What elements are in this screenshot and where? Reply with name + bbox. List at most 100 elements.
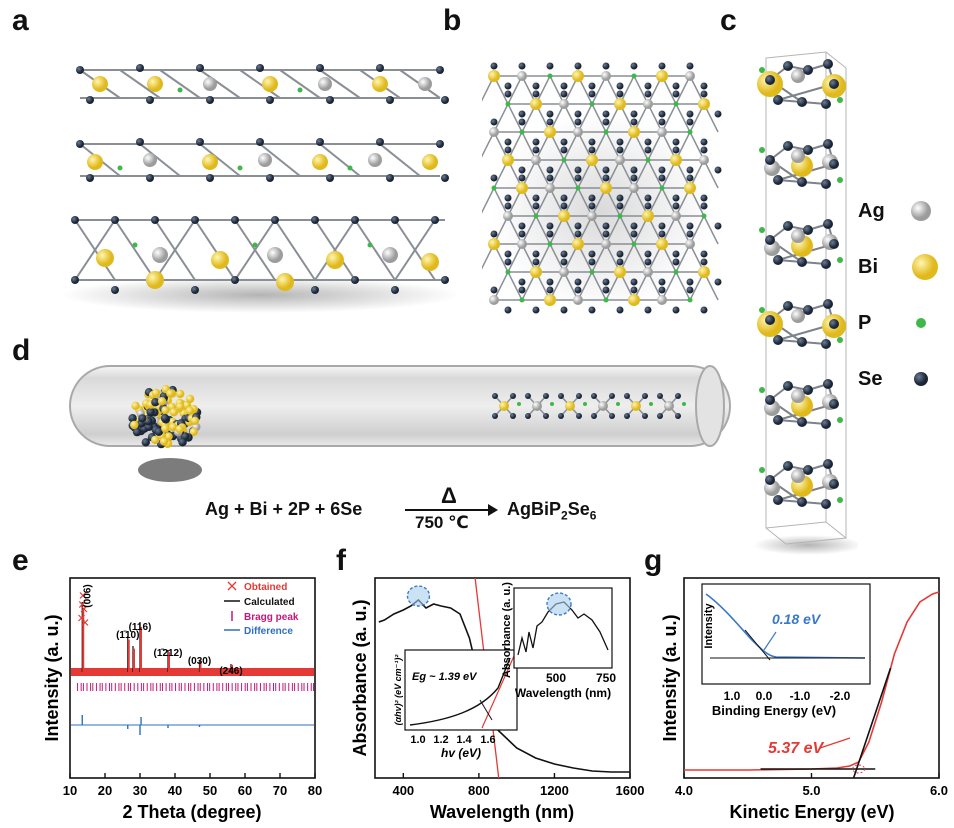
bi-atom: [586, 154, 598, 166]
se-atom: [588, 146, 596, 154]
ag-atom: [685, 71, 695, 81]
p-atom: [575, 185, 581, 191]
lattice-bond: [521, 131, 537, 161]
pellet-atom: [130, 420, 139, 430]
se-atom: [532, 82, 540, 90]
panel-letter-b: b: [443, 4, 462, 37]
pellet-atom: [161, 424, 170, 433]
se-atom: [588, 250, 596, 258]
xrd-peak-label: (246): [219, 666, 242, 677]
legend-label-ag: Ag: [858, 199, 885, 222]
pellet-atom: [166, 389, 175, 398]
product-mid: Se: [567, 499, 590, 519]
se-atom: [797, 497, 807, 507]
se-atom: [518, 286, 526, 294]
se-atom: [518, 278, 526, 286]
xrd-y-axis-label: Intensity (a. u.): [42, 614, 62, 741]
bi-atom: [614, 98, 626, 110]
se-atom: [829, 79, 839, 89]
se-atom: [546, 62, 554, 70]
xrd-obtained-point: [79, 592, 87, 599]
xrd-x-tick-label: 10: [63, 783, 77, 798]
ups-inset-fit: [744, 629, 771, 661]
se-atom: [823, 459, 833, 469]
product-sub2: 6: [589, 508, 597, 523]
ups-chart: 4.0 5.0 6.0 Kinetic Energy (eV) Intensity …: [660, 577, 948, 822]
se-atom: [644, 202, 652, 210]
crystal-structure-top-view: [482, 62, 722, 314]
lattice-bond: [591, 243, 607, 273]
se-atom: [546, 166, 554, 174]
se-atom: [644, 194, 652, 202]
ups-inset-x-tick-label: -1.0: [790, 689, 811, 703]
ag-atom: [791, 309, 805, 323]
tube-atom: [664, 401, 674, 411]
xrd-x-tick-label: 40: [168, 783, 182, 798]
p-atom: [759, 307, 765, 313]
tube-atom: [525, 413, 531, 419]
tube-atom: [657, 413, 663, 419]
se-atom: [602, 230, 610, 238]
lattice-bond: [591, 215, 607, 245]
se-atom: [700, 194, 708, 202]
lattice-bond: [605, 215, 621, 245]
ag-atom: [489, 295, 499, 305]
lattice-bond: [493, 103, 509, 133]
se-atom: [686, 110, 694, 118]
abs-x-axis-label: Wavelength (nm): [430, 802, 574, 822]
se-atom: [560, 82, 568, 90]
tube-atom: [591, 393, 597, 399]
pellet-atom: [141, 438, 150, 447]
ups-x-tick-label: 6.0: [930, 783, 948, 798]
se-atom: [630, 286, 638, 294]
lattice-bond: [591, 75, 607, 105]
pellet-atom: [189, 427, 198, 437]
lattice-bond: [661, 103, 677, 133]
bi-atom-icon: [912, 254, 938, 280]
tube-atom: [657, 393, 663, 399]
bi-atom: [558, 210, 570, 222]
xrd-obtained-point: [81, 619, 89, 626]
tauc-inset: Eg ~ 1.39 eV (αhv)² (eV cm⁻¹)² 1.0 1.2 1.4…: [393, 649, 518, 760]
ups-annotation: 5.37 eV: [768, 740, 824, 757]
p-atom: [519, 297, 525, 303]
se-atom: [602, 278, 610, 286]
se-atom: [630, 278, 638, 286]
se-atom: [560, 90, 568, 98]
tube-atom: [649, 402, 653, 406]
ag-atom: [531, 155, 541, 165]
se-atom: [532, 138, 540, 146]
p-atom: [505, 101, 511, 107]
xrd-peak-label: (030): [188, 656, 211, 667]
se-atom: [783, 381, 793, 391]
p-atom: [589, 269, 595, 275]
p-atom: [837, 97, 843, 103]
se-atom: [504, 90, 512, 98]
bi-atom: [516, 182, 528, 194]
absorbance-chart: 400 800 1200 1600 Wavelength (nm) Absorbanc…: [350, 577, 644, 822]
se-atom: [686, 166, 694, 174]
se-atom: [616, 82, 624, 90]
se-atom: [686, 118, 694, 126]
ag-atom: [791, 469, 805, 483]
se-atom: [588, 306, 596, 314]
pellet-atom: [168, 422, 178, 432]
ag-atom: [629, 183, 639, 193]
se-atom: [616, 194, 624, 202]
reaction-arrow: [405, 509, 493, 511]
se-atom: [574, 278, 582, 286]
pellet-atom: [151, 388, 161, 398]
se-atom: [602, 110, 610, 118]
ups-inset: 0.18 eV Intensity 1.0 0.0 -1.0 -2.0 Binding…: [701, 583, 871, 718]
se-atom: [821, 499, 831, 509]
lattice-bond: [675, 215, 691, 245]
panel-letter-e: e: [12, 544, 29, 577]
se-atom: [658, 118, 666, 126]
se-atom: [797, 177, 807, 187]
se-atom: [773, 175, 783, 185]
tube-atom: [609, 393, 615, 399]
tube-atom: [543, 413, 549, 419]
bi-atom: [670, 154, 682, 166]
lattice-bond: [521, 215, 537, 245]
se-atom: [616, 90, 624, 98]
